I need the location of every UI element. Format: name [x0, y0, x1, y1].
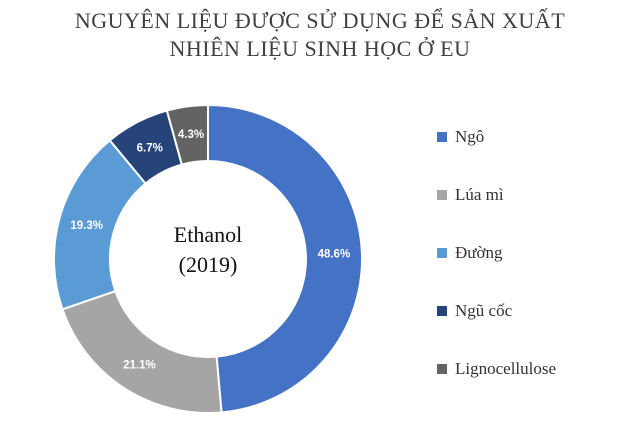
legend-label-ngo: Ngô [455, 127, 485, 146]
slice-label-lignocellulose: 4.3% [178, 129, 204, 141]
legend-label-ngu-coc: Ngũ cốc [455, 301, 513, 320]
chart-title: NGUYÊN LIỆU ĐƯỢC SỬ DỤNG ĐỂ SẢN XUẤT [74, 8, 566, 33]
legend: Ngô Lúa mì Đường Ngũ cốc Lignocellulose [437, 127, 637, 417]
legend-swatch-duong [437, 248, 447, 258]
legend-label-lignocellulose: Lignocellulose [455, 359, 557, 378]
legend-swatch-lua-mi [437, 190, 447, 200]
legend-item-lignocellulose: Lignocellulose [437, 359, 637, 379]
legend-item-duong: Đường [437, 243, 637, 263]
slice-ngo [207, 103, 363, 414]
legend-swatch-ngu-coc [437, 306, 447, 316]
legend-item-lua-mi: Lúa mì [437, 185, 637, 205]
legend-item-ngo: Ngô [437, 127, 637, 147]
center-label-line-2: (2019) [179, 252, 238, 277]
slice-lua-mi [61, 289, 223, 414]
slice-label-lua-mi: 21.1% [123, 360, 156, 372]
legend-item-ngu-coc: Ngũ cốc [437, 301, 637, 321]
legend-swatch-lignocellulose [437, 364, 447, 374]
legend-label-lua-mi: Lúa mì [455, 185, 504, 204]
slice-label-ngo: 48.6% [318, 248, 351, 260]
chart-subtitle: NHIÊN LIỆU SINH HỌC Ở EU [169, 36, 471, 61]
center-label-line-1: Ethanol [174, 222, 242, 247]
legend-swatch-ngo [437, 132, 447, 142]
legend-label-duong: Đường [455, 243, 503, 262]
slice-label-duong: 19.3% [70, 220, 103, 232]
slice-lignocellulose [165, 103, 209, 166]
slice-label-ngu-coc: 6.7% [137, 142, 163, 154]
